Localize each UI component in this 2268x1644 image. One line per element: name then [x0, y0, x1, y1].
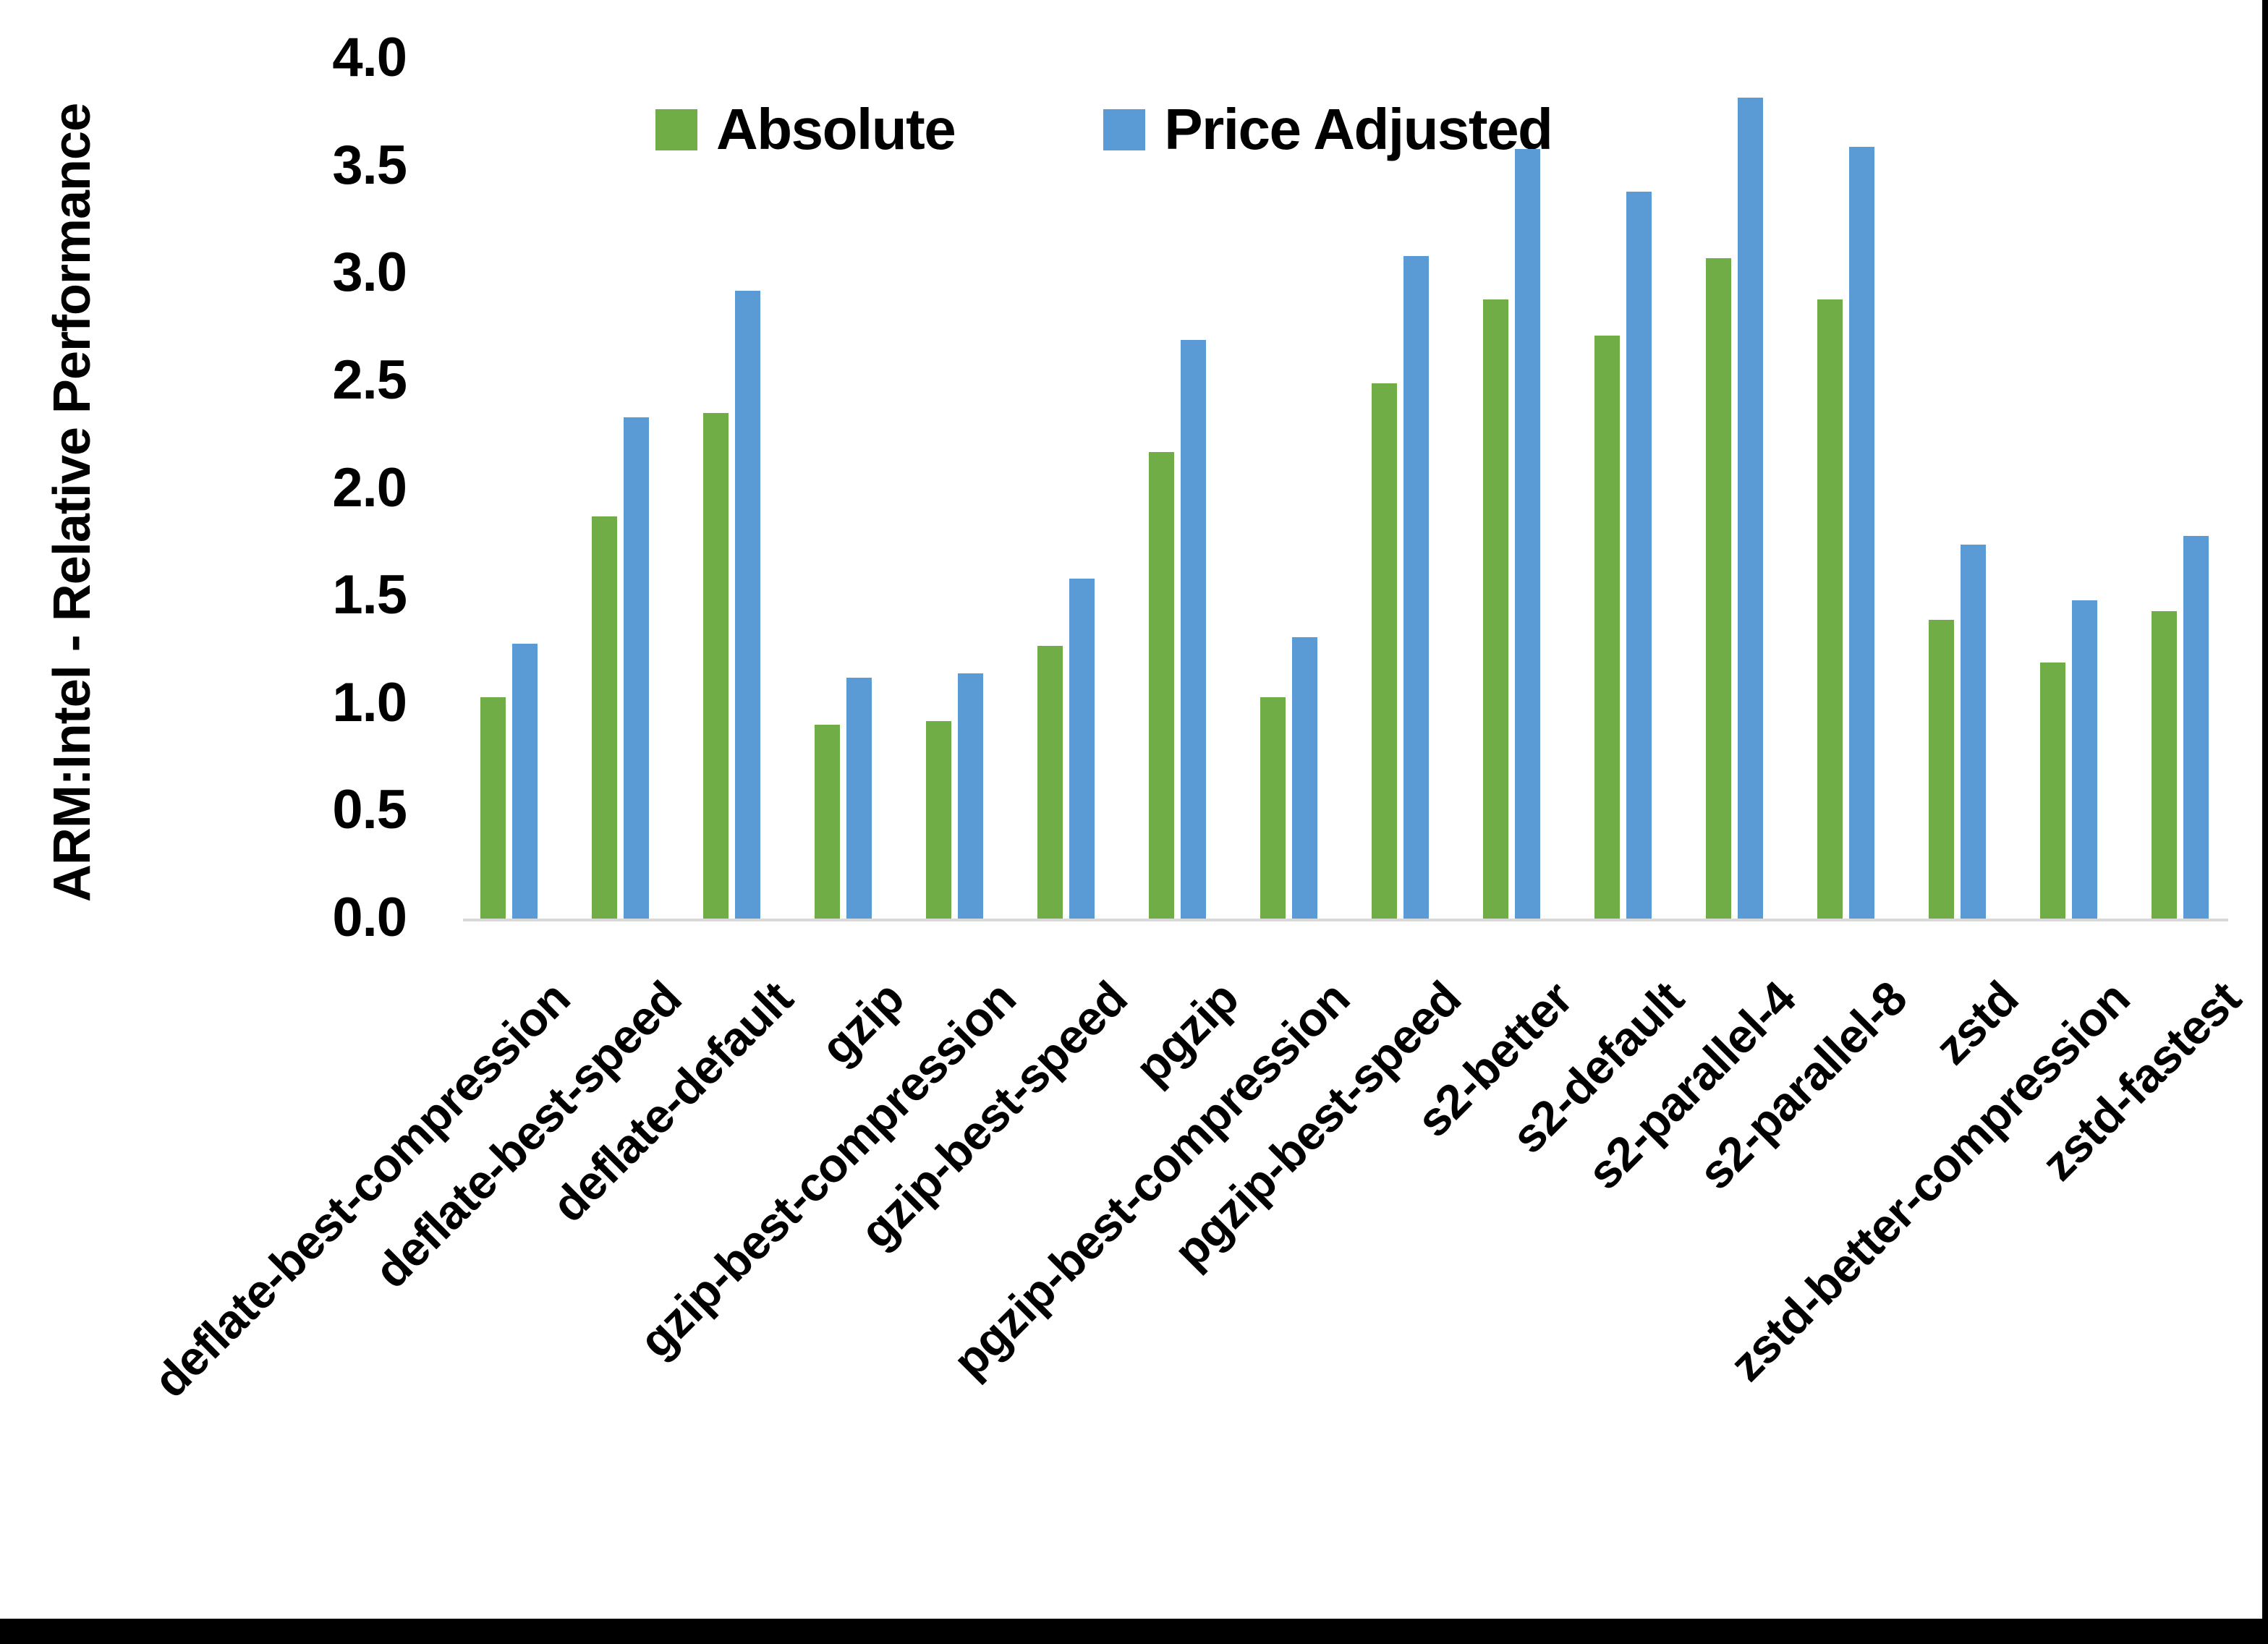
bar-price-adjusted: [1961, 544, 1986, 919]
bar-absolute: [703, 413, 729, 919]
y-tick-label: 2.5: [332, 349, 407, 411]
bar-price-adjusted: [1626, 192, 1652, 919]
bar-absolute: [1037, 645, 1063, 919]
legend-item-price-adjusted: Price Adjusted: [1103, 96, 1553, 163]
y-tick-label: 3.5: [332, 134, 407, 196]
y-tick-label: 3.0: [332, 242, 407, 304]
bar-absolute: [815, 725, 840, 919]
y-tick-label: 4.0: [332, 26, 407, 88]
category-group: [815, 59, 872, 919]
category-group: [1260, 59, 1317, 919]
category-group: [592, 59, 649, 919]
category-group: [1594, 59, 1652, 919]
legend-label-absolute: Absolute: [716, 97, 956, 161]
category-group: [1037, 59, 1095, 919]
bar-absolute: [592, 516, 617, 919]
bar-absolute: [926, 720, 951, 919]
bar-absolute: [2152, 610, 2177, 919]
legend-item-absolute: Absolute: [655, 96, 956, 163]
y-tick-label: 0.5: [332, 779, 407, 841]
bar-absolute: [1483, 299, 1508, 919]
bar-price-adjusted: [1292, 636, 1317, 919]
category-group: [480, 59, 538, 919]
legend: Absolute Price Adjusted: [655, 96, 1553, 163]
category-group: [2152, 59, 2209, 919]
x-tick-label: deflate-best-compression: [143, 971, 580, 1408]
bar-price-adjusted: [1403, 256, 1429, 919]
bar-absolute: [1817, 299, 1843, 919]
legend-swatch-absolute: [655, 108, 697, 150]
category-group: [1817, 59, 1874, 919]
bar-price-adjusted: [735, 291, 760, 919]
bar-price-adjusted: [1515, 148, 1540, 919]
y-tick-label: 1.0: [332, 671, 407, 733]
category-group: [2040, 59, 2097, 919]
bar-price-adjusted: [958, 673, 983, 919]
category-group: [1929, 59, 1986, 919]
category-group: [1149, 59, 1206, 919]
right-border: [2262, 0, 2268, 1644]
bar-absolute: [1260, 697, 1286, 919]
bar-price-adjusted: [2183, 535, 2209, 919]
bar-price-adjusted: [624, 417, 649, 919]
bar-absolute: [1929, 619, 1954, 919]
category-group: [703, 59, 760, 919]
bar-price-adjusted: [1069, 579, 1095, 919]
bar-absolute: [1706, 258, 1731, 919]
y-tick-label: 0.0: [332, 886, 407, 948]
bar-price-adjusted: [512, 643, 538, 919]
y-axis-title: ARM:Intel - Relative Performance: [43, 103, 101, 903]
category-group: [1706, 59, 1763, 919]
bar-absolute: [1149, 451, 1174, 919]
bar-price-adjusted: [2072, 600, 2097, 919]
bar-price-adjusted: [1738, 97, 1763, 919]
legend-swatch-price-adjusted: [1103, 108, 1146, 150]
category-group: [1372, 59, 1429, 919]
y-tick-label: 1.5: [332, 563, 407, 626]
bar-price-adjusted: [1849, 146, 1874, 919]
y-tick-label: 2.0: [332, 456, 407, 519]
bar-price-adjusted: [1181, 340, 1206, 919]
bottom-border: [0, 1619, 2268, 1644]
category-group: [1483, 59, 1540, 919]
bar-absolute: [2040, 663, 2065, 919]
bar-absolute: [1594, 336, 1620, 919]
category-group: [926, 59, 983, 919]
bar-absolute: [480, 697, 506, 919]
bar-price-adjusted: [846, 678, 872, 919]
legend-label-price-adjusted: Price Adjusted: [1164, 97, 1553, 161]
plot-area: 0.0 0.5 1.0 1.5 2.0 2.5 3.0 3.5 4.0 deflate-best…: [143, 27, 2251, 1407]
bar-absolute: [1372, 383, 1397, 919]
